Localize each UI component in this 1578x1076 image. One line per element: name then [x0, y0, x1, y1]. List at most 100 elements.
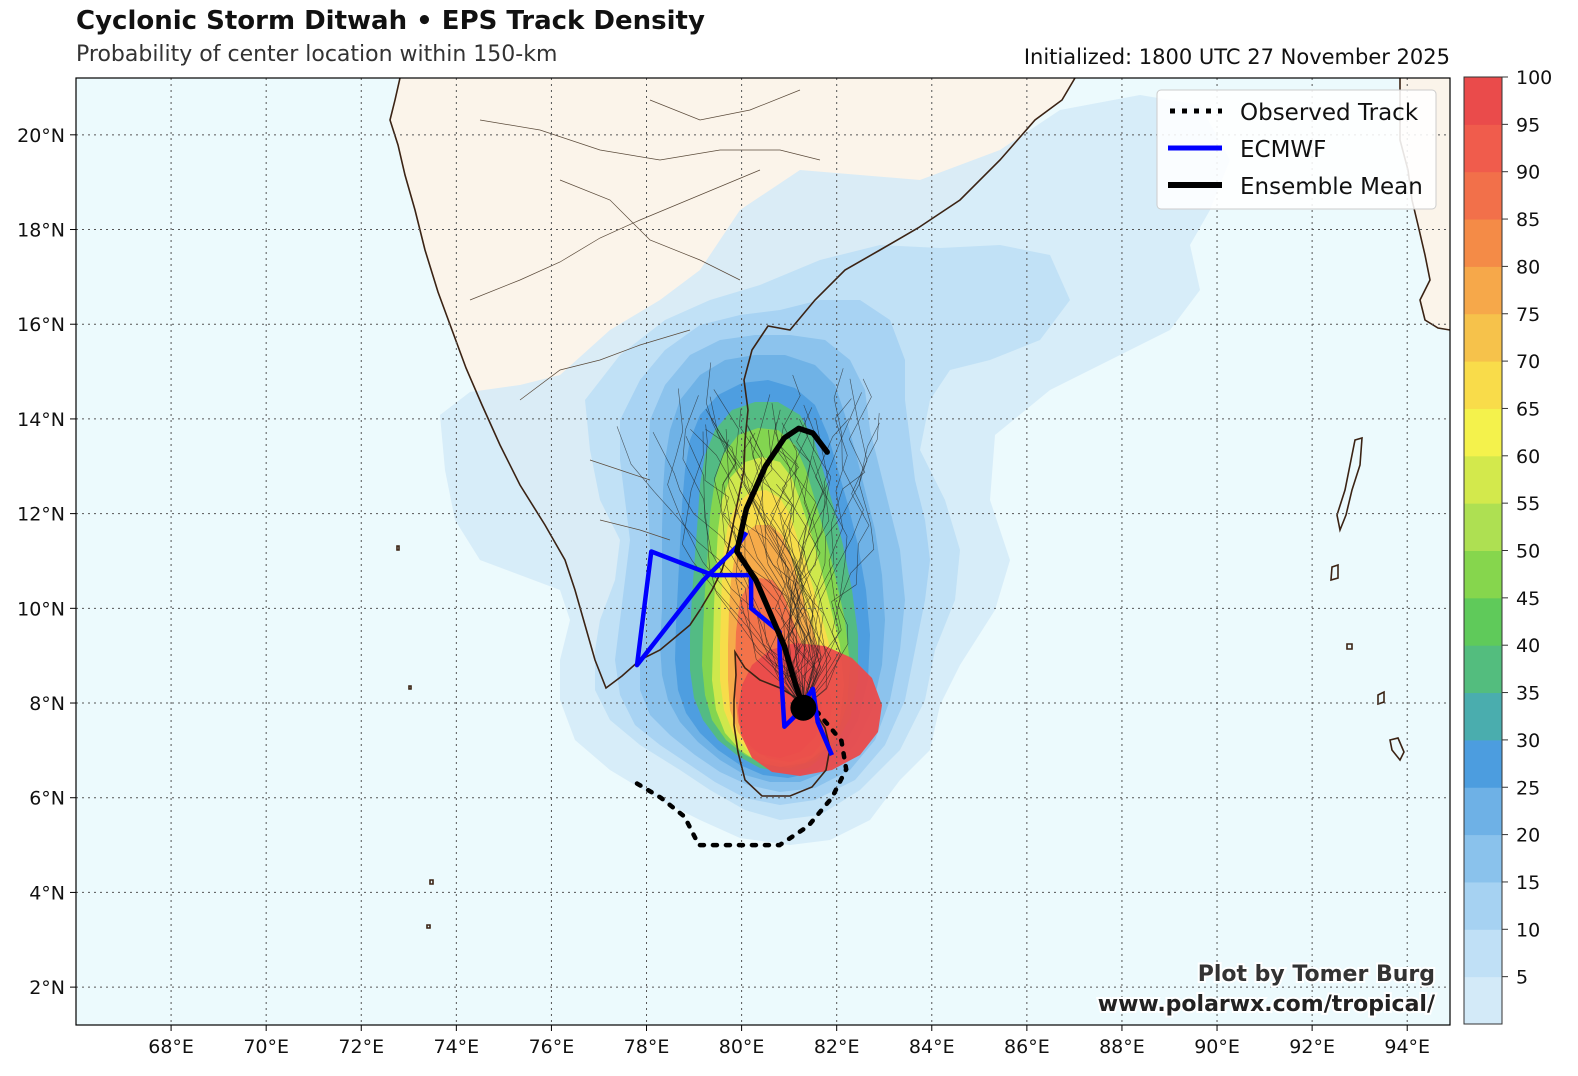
- colorbar-segment: [1464, 597, 1502, 646]
- maldives-island-3: [426, 924, 431, 929]
- ensemble-member-track: [781, 422, 817, 708]
- lon-tick-label: 80°E: [719, 1036, 765, 1058]
- observed-track-line: [634, 710, 849, 848]
- colorbar-label: 95: [1516, 114, 1540, 136]
- ensemble-member-track: [704, 424, 804, 708]
- lat-tick-label: 18°N: [17, 220, 65, 242]
- ensemble-member-track: [799, 418, 840, 708]
- ensemble-member-track: [705, 408, 814, 708]
- coastline-layer: [389, 78, 1450, 929]
- colorbar-label: 30: [1516, 730, 1540, 752]
- legend-label-ecmwf: ECMWF: [1240, 137, 1326, 163]
- maldives-island-2: [429, 879, 434, 885]
- colorbar-segment: [1464, 361, 1502, 409]
- legend: Observed Track ECMWF Ensemble Mean: [1156, 89, 1437, 210]
- colorbar-segment: [1464, 219, 1502, 267]
- nicobar-island-2: [1377, 690, 1385, 706]
- ensemble-member-track: [769, 417, 811, 708]
- ensemble-member-track: [685, 436, 804, 708]
- ensemble-member-track: [752, 394, 832, 708]
- colorbar-segment: [1464, 266, 1502, 315]
- lat-tick-label: 6°N: [29, 788, 65, 810]
- state-borders: [469, 89, 821, 541]
- ensemble-member-track: [778, 374, 818, 708]
- ensemble-member-track: [803, 368, 864, 708]
- lon-tick-label: 78°E: [624, 1036, 670, 1058]
- colorbar-segment: [1464, 739, 1502, 788]
- colorbar-segment: [1464, 455, 1502, 504]
- colorbar-segment: [1464, 313, 1502, 362]
- lat-tick-label: 2°N: [29, 977, 65, 999]
- colorbar-segment: [1464, 550, 1502, 599]
- lat-tick-label: 8°N: [29, 693, 65, 715]
- colorbar-label: 35: [1516, 683, 1540, 705]
- lat-tick-label: 16°N: [17, 314, 65, 336]
- map-frame: [75, 77, 1451, 1026]
- ensemble-member-track: [682, 431, 804, 708]
- lat-tick-label: 10°N: [17, 598, 65, 620]
- colorbar-label: 45: [1516, 588, 1540, 610]
- ensemble-member-track: [796, 418, 829, 708]
- colorbar-segment: [1464, 171, 1502, 220]
- colorbar-segment: [1464, 503, 1502, 551]
- lon-tick-label: 72°E: [338, 1036, 384, 1058]
- latitude-tick-labels: 2°N 4°N 6°N 8°N 10°N 12°N 14°N 16°N 18°N 20°N: [17, 125, 76, 999]
- ensemble-member-track: [747, 424, 817, 708]
- lon-tick-label: 88°E: [1099, 1036, 1145, 1058]
- colorbar-segment: [1464, 976, 1502, 1025]
- colorbar-label: 55: [1516, 493, 1540, 515]
- ensemble-member-track: [790, 407, 826, 708]
- lat-tick-label: 14°N: [17, 409, 65, 431]
- current-position-marker: [790, 694, 817, 721]
- lon-tick-label: 74°E: [434, 1036, 480, 1058]
- lon-tick-label: 70°E: [243, 1036, 289, 1058]
- colorbar-label: 20: [1516, 825, 1540, 847]
- colorbar-label: 100: [1516, 67, 1552, 89]
- nicobar-island-1: [1346, 643, 1353, 650]
- lat-tick-label: 4°N: [29, 882, 65, 904]
- colorbar-segment: [1464, 77, 1502, 125]
- ensemble-member-track: [803, 378, 870, 708]
- colorbar-segment: [1464, 787, 1502, 836]
- lon-tick-label: 86°E: [1004, 1036, 1050, 1058]
- great-nicobar: [1389, 737, 1405, 762]
- colorbar-segment: [1464, 881, 1502, 930]
- density-contours: [440, 95, 1230, 845]
- colorbar-label: 65: [1516, 398, 1540, 420]
- init-time-label: Initialized: 1800 UTC 27 November 2025: [1023, 45, 1450, 69]
- ensemble-member-tracks: [616, 362, 880, 708]
- lat-tick-label: 20°N: [17, 125, 65, 147]
- little-andaman: [1330, 563, 1339, 582]
- colorbar-segment: [1464, 834, 1502, 883]
- colorbar-segment: [1464, 124, 1502, 173]
- probability-colorbar: 5 10 15 20 25 30 35 40 45 50 55 60 65 70 75 80 85 90 95 100: [1464, 67, 1552, 1025]
- ensemble-member-track: [776, 404, 815, 708]
- sri-lanka-coastline: [733, 649, 831, 797]
- ensemble-member-track: [776, 484, 827, 708]
- ensemble-member-track: [742, 432, 804, 708]
- ensemble-member-track: [803, 398, 852, 708]
- lon-tick-label: 90°E: [1194, 1036, 1240, 1058]
- ensemble-member-track: [682, 395, 804, 708]
- colorbar-segment: [1464, 929, 1502, 978]
- credit-url: www.polarwx.com/tropical/: [1098, 992, 1436, 1017]
- lon-tick-label: 68°E: [148, 1036, 194, 1058]
- colorbar-label: 25: [1516, 777, 1540, 799]
- colorbar-label: 40: [1516, 635, 1540, 657]
- colorbar-label: 5: [1516, 967, 1528, 989]
- colorbar-label: 85: [1516, 209, 1540, 231]
- maldives-island-1: [408, 685, 412, 690]
- page-subtitle: Probability of center location within 15…: [76, 42, 558, 67]
- colorbar-label: 60: [1516, 446, 1540, 468]
- ensemble-member-track: [803, 413, 880, 708]
- colorbar-label: 75: [1516, 304, 1540, 326]
- legend-box: [1156, 89, 1437, 210]
- ensemble-member-track: [667, 388, 804, 708]
- lon-tick-label: 82°E: [814, 1036, 860, 1058]
- colorbar-label: 80: [1516, 256, 1540, 278]
- india-coastline: [389, 78, 1076, 690]
- ensemble-member-track: [709, 396, 807, 708]
- colorbar-label: 70: [1516, 351, 1540, 373]
- ensemble-member-track: [803, 418, 850, 708]
